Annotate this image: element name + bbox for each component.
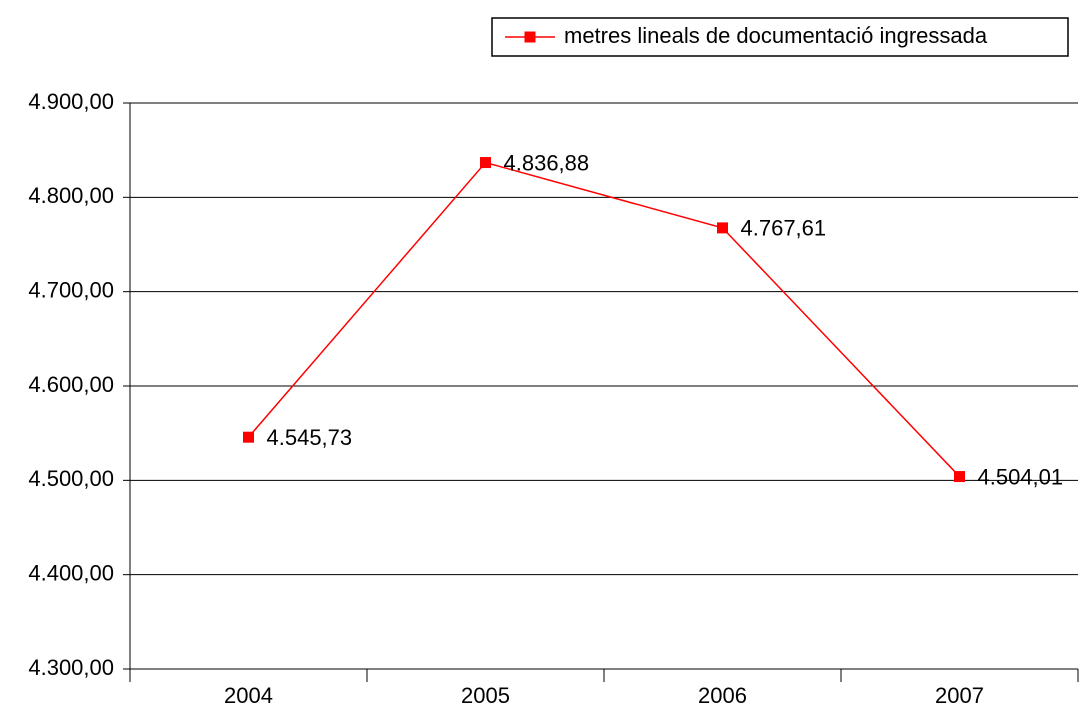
- data-label: 4.767,61: [741, 216, 827, 241]
- x-tick-label: 2007: [935, 683, 984, 708]
- y-tick-label: 4.400,00: [28, 560, 114, 585]
- data-label: 4.836,88: [504, 150, 590, 175]
- legend-label: metres lineals de documentació ingressad…: [564, 23, 988, 48]
- y-tick-label: 4.900,00: [28, 89, 114, 114]
- point-marker: [954, 471, 965, 483]
- data-label: 4.545,73: [267, 425, 353, 450]
- y-tick-label: 4.300,00: [28, 655, 114, 680]
- point-marker: [243, 431, 254, 443]
- point-marker: [717, 222, 728, 234]
- data-label: 4.504,01: [978, 464, 1064, 489]
- y-tick-label: 4.500,00: [28, 466, 114, 491]
- x-tick-label: 2006: [698, 683, 747, 708]
- point-marker: [480, 157, 491, 169]
- x-tick-label: 2005: [461, 683, 510, 708]
- legend-box: [491, 17, 1069, 57]
- y-tick-label: 4.600,00: [28, 372, 114, 397]
- legend-marker: [524, 31, 536, 43]
- y-tick-label: 4.700,00: [28, 277, 114, 302]
- y-tick-label: 4.800,00: [28, 183, 114, 208]
- series-line: [247, 161, 961, 478]
- x-tick-label: 2004: [224, 683, 273, 708]
